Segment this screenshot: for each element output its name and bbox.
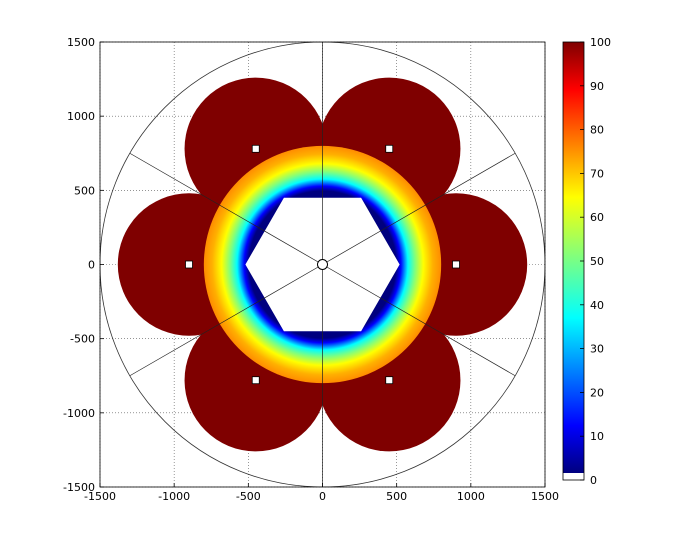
data-layer [100,42,545,487]
satellite-marker [251,144,260,153]
x-tick-label: -1500 [84,490,116,503]
colorbar-tick-label: 10 [590,430,604,443]
colorbar-tick-label: 40 [590,299,604,312]
x-tick-label: -1000 [158,490,190,503]
y-tick-label: -1500 [63,481,95,494]
spoke-line [129,264,323,377]
colorbar-tick-label: 80 [590,124,604,137]
colorbar-tick-label: 20 [590,386,604,399]
colorbar-tick-label: 0 [590,474,597,487]
satellite-marker [185,260,193,269]
satellite-marker [452,260,460,269]
x-tick-label: 500 [386,490,407,503]
plot-area: -1500 -1000 -500 0 500 1000 1500 1500 1000 500 0 -5… [63,36,559,503]
y-tick-label: 500 [74,184,95,197]
spoke-line [129,152,323,265]
satellite-marker [385,144,394,153]
satellite-marker [251,376,260,385]
colorbar-tick-label: 30 [590,343,604,356]
colorbar-zero-band [563,473,584,480]
y-tick-label: 1000 [67,110,95,123]
colorbar-tick-label: 90 [590,80,604,93]
satellite-marker [385,376,394,385]
colorbar-tick-label: 70 [590,167,604,180]
x-tick-label: 0 [319,490,326,503]
y-tick-label: 1500 [67,36,95,49]
x-tick-label: 1000 [457,490,485,503]
colorbar-tick-label: 50 [590,255,604,268]
colorbar-tick-label: 60 [590,211,604,224]
x-tick-label: -500 [236,490,261,503]
colorbar-tick-label: 100 [590,36,611,49]
spoke-line [322,152,516,265]
center-marker [317,259,328,270]
spoke-line [322,264,516,377]
x-tick-label: 1500 [531,490,559,503]
y-tick-label: 0 [88,259,95,272]
spokes [129,42,516,487]
y-tick-label: -500 [70,333,95,346]
colorbar-gradient [563,42,584,473]
y-tick-label: -1000 [63,407,95,420]
